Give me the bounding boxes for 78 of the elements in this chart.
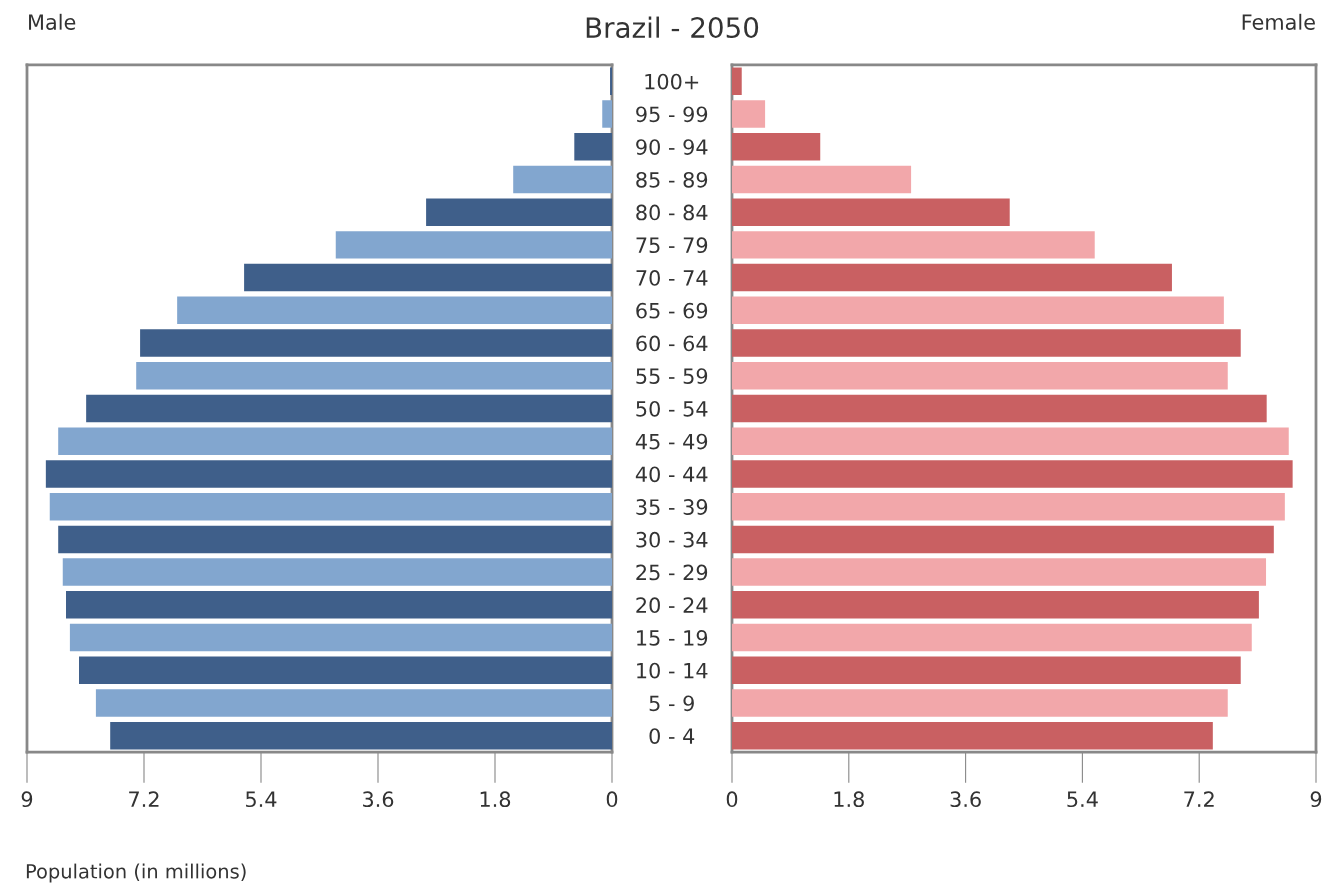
bar (732, 460, 1293, 488)
bar (732, 198, 1010, 226)
x-tick-label: 9 (1310, 791, 1322, 808)
bar (86, 394, 612, 423)
x-tick-label: 1.8 (480, 791, 511, 808)
bar (732, 394, 1267, 423)
y-tick-label: 60 - 64 (636, 335, 708, 352)
y-tick-label: 10 - 14 (637, 662, 708, 679)
bar (732, 427, 1289, 455)
y-tick-label: 40 - 44 (635, 466, 708, 483)
bar (58, 525, 612, 554)
x-tick-label: 1.8 (834, 791, 864, 808)
y-tick-label: 45 - 49 (635, 433, 708, 450)
bar (140, 329, 612, 357)
bar (732, 558, 1267, 586)
bar (79, 656, 612, 685)
y-tick-label: 30 - 34 (636, 531, 708, 548)
bar (732, 689, 1228, 717)
y-tick-label: 90 - 94 (636, 139, 708, 155)
x-tick-label: 3.6 (363, 791, 394, 808)
y-tick-label: 100+ (645, 73, 699, 90)
bar (66, 591, 612, 619)
bar (110, 721, 612, 750)
x-tick-label: 0 (606, 791, 618, 808)
bar (732, 165, 912, 194)
x-tick-label: 3.6 (950, 791, 981, 808)
bar (58, 427, 612, 455)
y-tick-label: 55 - 59 (636, 368, 708, 384)
x-tick-label: 5.4 (1067, 791, 1098, 808)
x-tick-label: 9 (21, 791, 33, 808)
y-tick-label: 35 - 39 (636, 499, 708, 515)
bar (732, 362, 1228, 390)
bar (732, 591, 1259, 619)
bar (732, 296, 1224, 325)
x-axis-title: Population (in millions) (26, 863, 246, 883)
bar (574, 132, 612, 161)
bar (732, 132, 821, 161)
y-tick-label: 20 - 24 (636, 597, 708, 614)
y-tick-label: 65 - 69 (636, 302, 708, 319)
bar (732, 263, 1172, 292)
x-tick-label: 7.2 (129, 791, 159, 807)
bar (244, 263, 612, 292)
bar (732, 623, 1252, 652)
y-tick-label: 25 - 29 (636, 564, 708, 581)
bar (732, 67, 742, 95)
bar (732, 656, 1241, 685)
bar (177, 296, 612, 325)
text: Brazil - 2050 (586, 16, 759, 39)
bar (732, 231, 1095, 259)
bar (732, 525, 1274, 554)
bar (732, 100, 766, 128)
x-tick-label: 5.4 (246, 791, 277, 808)
y-tick-label: 5 - 9 (649, 695, 694, 712)
y-tick-label: 0 - 4 (649, 728, 695, 744)
y-tick-label: 80 - 84 (636, 204, 708, 221)
bar (69, 623, 612, 652)
bar (426, 198, 612, 226)
bar (602, 100, 612, 128)
bar (732, 492, 1285, 521)
y-tick-label: 75 - 79 (636, 237, 708, 254)
y-tick-label: 85 - 89 (636, 171, 708, 188)
bar (513, 165, 612, 194)
bar (62, 558, 612, 586)
bar (45, 460, 612, 488)
y-tick-label: 95 - 99 (636, 106, 708, 123)
y-tick-label: 70 - 74 (636, 270, 708, 286)
bar (95, 689, 612, 717)
x-tick-label: 0 (726, 791, 738, 808)
bar (335, 231, 612, 259)
y-tick-label: 50 - 54 (636, 400, 708, 417)
y-tick-label: 15 - 19 (637, 630, 708, 646)
bar (136, 362, 612, 390)
bar (49, 492, 612, 521)
bar (732, 329, 1241, 357)
text: Male (29, 13, 76, 30)
text: Female (1242, 13, 1315, 30)
x-tick-label: 7.2 (1184, 791, 1214, 807)
bar (732, 721, 1213, 750)
